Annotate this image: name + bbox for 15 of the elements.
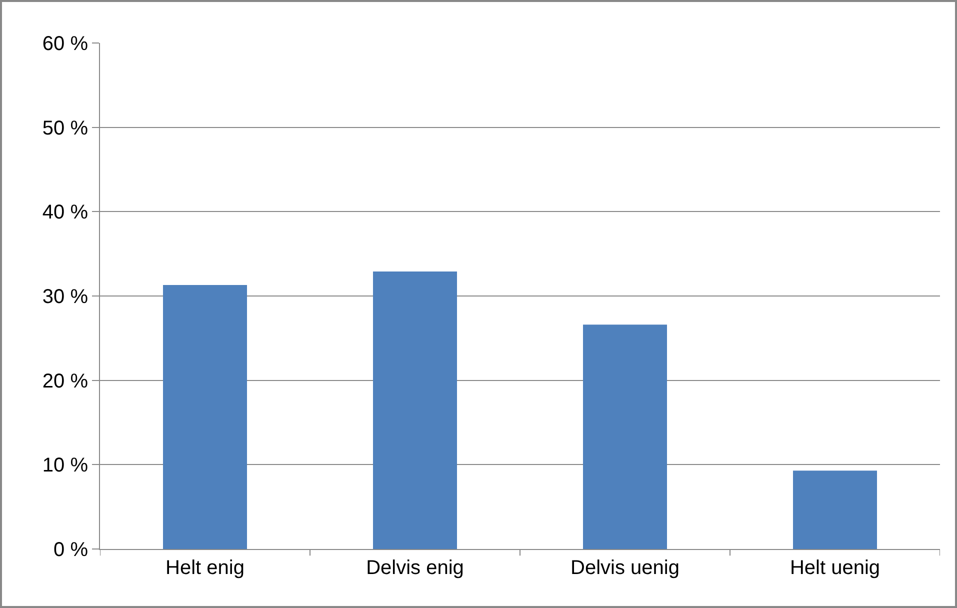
y-tick-label: 30 % (42, 286, 88, 308)
x-tick-label: Helt enig (166, 557, 244, 579)
bar (583, 324, 667, 549)
x-tick-label: Helt uenig (790, 557, 880, 579)
x-tick-label: Delvis uenig (570, 557, 680, 579)
bar (373, 272, 457, 549)
x-tick-label: Delvis enig (366, 557, 464, 579)
y-tick-label: 60 % (42, 33, 88, 55)
bar (793, 470, 877, 549)
y-tick-label: 0 % (54, 539, 88, 561)
y-tick-label: 50 % (42, 117, 88, 140)
y-tick-label: 10 % (42, 454, 88, 477)
y-tick-label: 20 % (42, 370, 88, 392)
y-tick-label: 40 % (42, 202, 88, 224)
bar (163, 285, 247, 549)
